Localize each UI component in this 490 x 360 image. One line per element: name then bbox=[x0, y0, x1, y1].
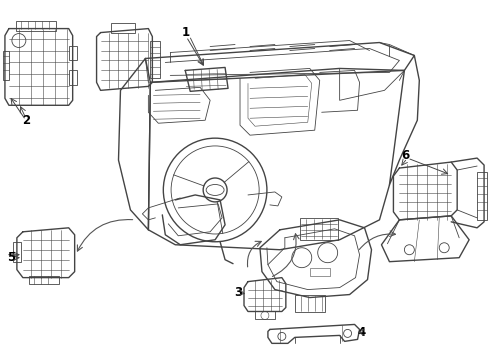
Bar bbox=[29, 276, 59, 284]
Text: 3: 3 bbox=[234, 286, 242, 299]
Bar bbox=[69, 45, 76, 60]
Bar bbox=[150, 41, 160, 78]
Bar bbox=[13, 242, 21, 262]
Bar bbox=[16, 21, 56, 31]
Bar bbox=[111, 23, 135, 32]
Bar bbox=[255, 311, 275, 319]
Text: 1: 1 bbox=[182, 26, 190, 39]
Text: 6: 6 bbox=[401, 149, 410, 162]
Text: 4: 4 bbox=[357, 326, 366, 339]
Bar bbox=[69, 71, 76, 85]
Text: 5: 5 bbox=[7, 251, 15, 264]
Bar bbox=[310, 268, 330, 276]
Bar bbox=[300, 218, 338, 240]
Bar bbox=[295, 294, 325, 312]
Text: 2: 2 bbox=[22, 114, 30, 127]
Bar bbox=[477, 172, 487, 220]
Bar bbox=[3, 50, 9, 80]
